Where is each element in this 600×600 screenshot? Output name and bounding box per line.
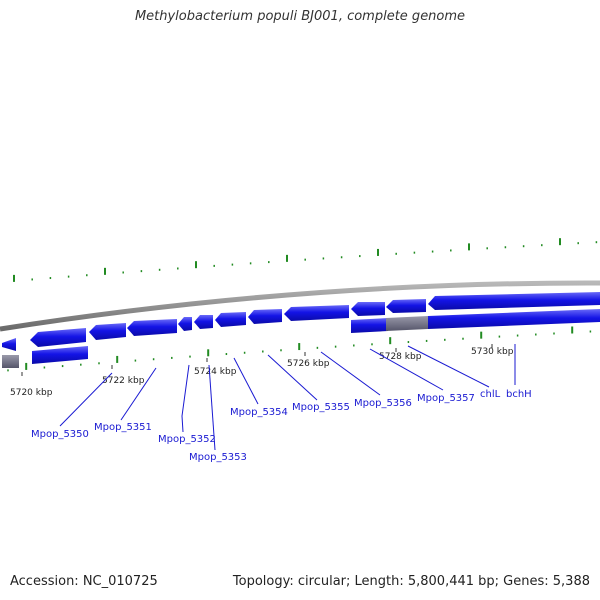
gray-feature[interactable]	[2, 355, 19, 368]
gray-feature[interactable]	[386, 316, 428, 331]
accession-label: Accession: NC_010725	[10, 574, 158, 589]
gene-label-chll[interactable]: chlL	[480, 389, 501, 400]
gene-label-mpop-5357[interactable]: Mpop_5357	[417, 393, 475, 404]
gene-label-mpop-5352[interactable]: Mpop_5352	[158, 434, 216, 445]
genome-backbone	[0, 280, 600, 332]
label-leader-lines	[59, 344, 516, 451]
scale-ticks	[21, 344, 493, 376]
gene-feature[interactable]	[32, 346, 88, 364]
gene-feature[interactable]	[284, 305, 349, 321]
gene-label-mpop-5351[interactable]: Mpop_5351	[94, 422, 152, 433]
gene-feature[interactable]	[248, 309, 282, 324]
gene-feature[interactable]	[30, 328, 86, 347]
gene-feature[interactable]	[127, 319, 177, 336]
gene-feature[interactable]	[386, 299, 426, 313]
scale-label: 5724 kbp	[194, 367, 237, 377]
scale-label: 5728 kbp	[379, 352, 422, 362]
gene-feature[interactable]	[351, 318, 388, 333]
gene-feature[interactable]	[428, 309, 600, 329]
genome-title: Methylobacterium populi BJ001, complete …	[134, 9, 466, 24]
gene-label-bchh[interactable]: bchH	[506, 389, 532, 400]
gene-feature[interactable]	[215, 312, 246, 327]
gc-content-ticks-inner	[7, 326, 592, 372]
gene-feature[interactable]	[178, 317, 192, 331]
gene-label-mpop-5356[interactable]: Mpop_5356	[354, 398, 412, 409]
gene-label-mpop-5355[interactable]: Mpop_5355	[292, 402, 350, 413]
scale-label: 5722 kbp	[102, 376, 145, 386]
gene-feature[interactable]	[351, 302, 385, 316]
gene-track	[2, 292, 600, 368]
scale-label: 5720 kbp	[10, 388, 53, 398]
gene-label-mpop-5353[interactable]: Mpop_5353	[189, 452, 247, 463]
scale-label: 5730 kbp	[471, 347, 514, 357]
gene-feature[interactable]	[89, 323, 126, 340]
genome-summary-label: Topology: circular; Length: 5,800,441 bp…	[232, 574, 590, 589]
gc-content-ticks-outer	[13, 238, 598, 282]
gene-feature[interactable]	[194, 315, 213, 329]
gene-feature[interactable]	[2, 338, 16, 351]
gene-feature[interactable]	[428, 292, 600, 310]
gene-label-mpop-5350[interactable]: Mpop_5350	[31, 429, 89, 440]
gene-label-mpop-5354[interactable]: Mpop_5354	[230, 407, 288, 418]
scale-label: 5726 kbp	[287, 359, 330, 369]
